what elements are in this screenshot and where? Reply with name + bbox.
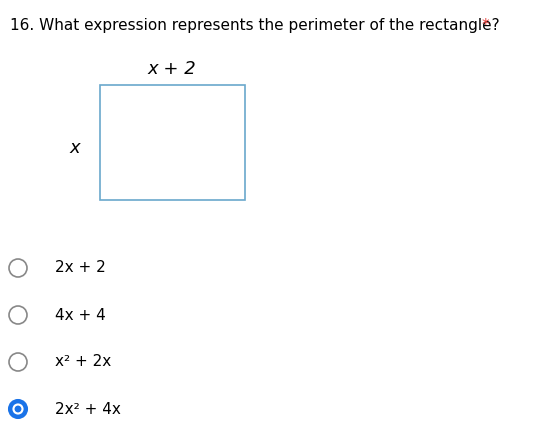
Text: *: * (482, 18, 490, 33)
Circle shape (9, 400, 27, 418)
Text: 2x + 2: 2x + 2 (55, 261, 106, 275)
Text: x: x (70, 139, 80, 157)
Text: x + 2: x + 2 (147, 60, 197, 78)
Circle shape (14, 405, 21, 412)
Circle shape (9, 259, 27, 277)
Circle shape (9, 353, 27, 371)
Text: 2x² + 4x: 2x² + 4x (55, 402, 121, 416)
Text: 4x + 4: 4x + 4 (55, 308, 106, 323)
Circle shape (12, 403, 23, 414)
Circle shape (9, 306, 27, 324)
Bar (100, 85, 245, 200)
Text: x² + 2x: x² + 2x (55, 354, 111, 369)
Text: 16. What expression represents the perimeter of the rectangle?: 16. What expression represents the perim… (10, 18, 500, 33)
